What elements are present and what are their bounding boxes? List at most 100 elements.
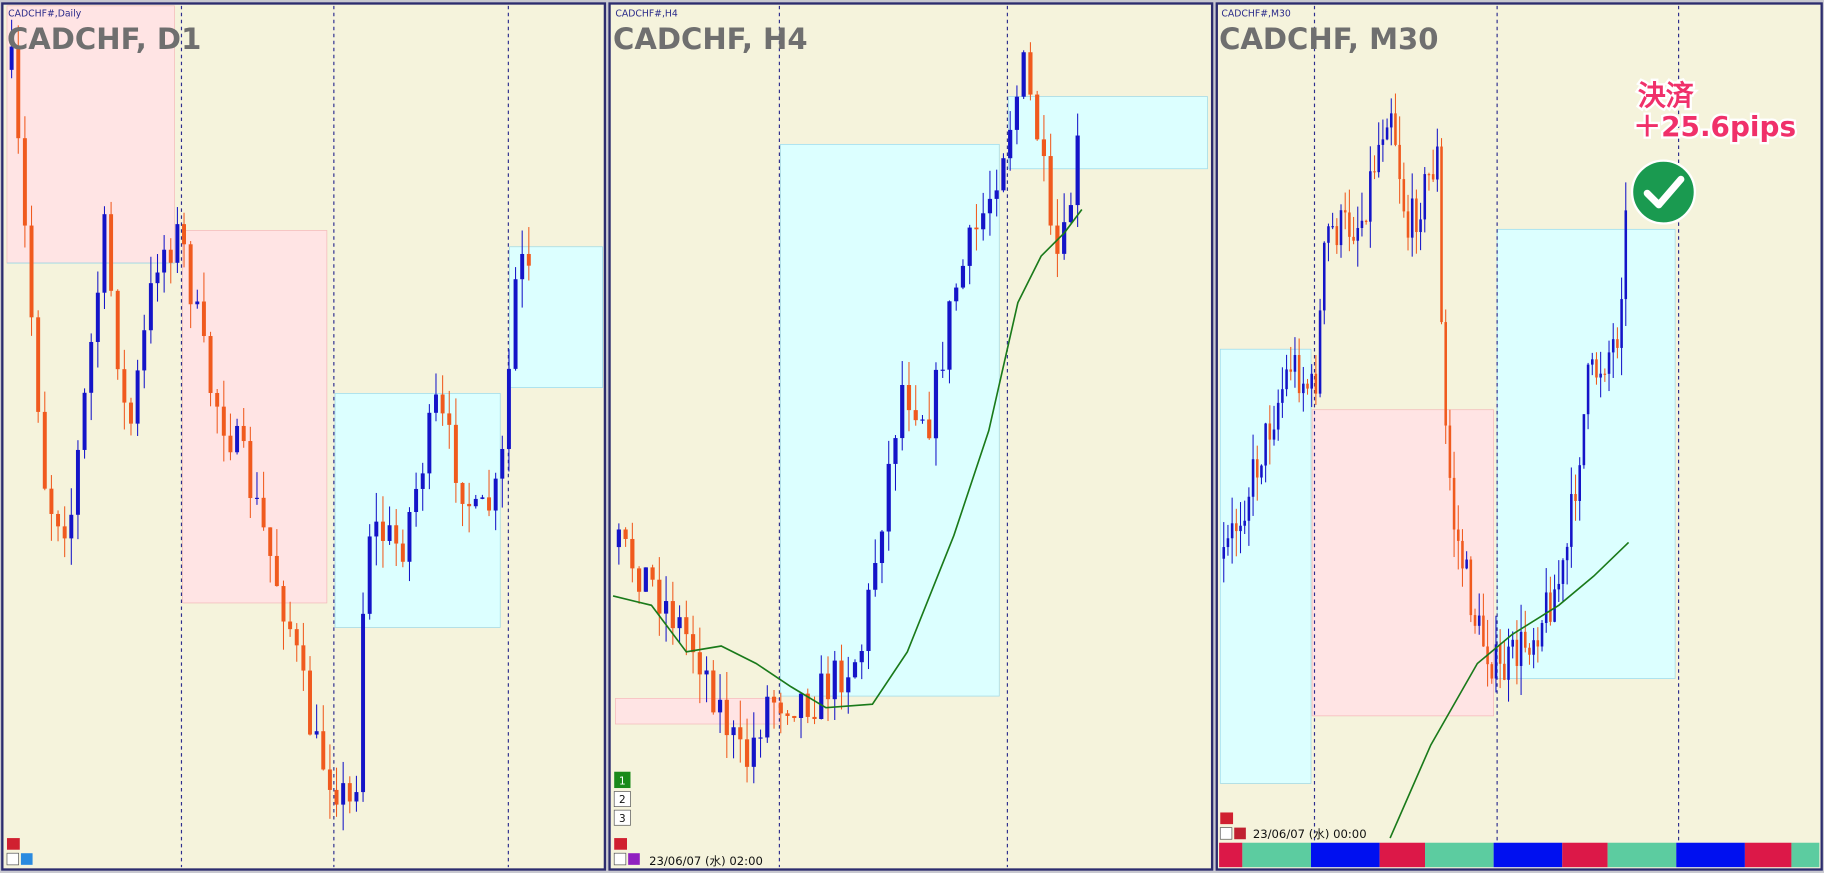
candle: [751, 737, 756, 767]
candle: [1226, 538, 1230, 548]
candle: [1068, 205, 1073, 223]
button-1-bg[interactable]: [614, 771, 631, 789]
candle: [819, 673, 824, 719]
candle: [1062, 222, 1067, 254]
candle: [1607, 352, 1611, 374]
candle: [1281, 389, 1284, 403]
symbol-label: CADCHF#,H4: [615, 8, 678, 19]
candle: [1523, 631, 1527, 648]
candle: [228, 435, 233, 453]
candle: [327, 769, 332, 790]
candle: [927, 419, 932, 439]
candle: [473, 498, 478, 507]
candle: [62, 526, 67, 539]
candle: [630, 538, 635, 569]
candle: [643, 567, 648, 592]
candle: [940, 369, 945, 371]
candle: [1398, 144, 1401, 180]
moving-average: [1389, 541, 1630, 839]
candle: [102, 214, 107, 293]
candle: [637, 568, 642, 592]
candle: [974, 227, 979, 230]
candle: [1255, 459, 1259, 478]
candle: [29, 225, 34, 318]
candle: [274, 555, 279, 587]
candle: [1582, 414, 1586, 466]
candle: [1348, 212, 1351, 237]
candle: [129, 402, 133, 424]
candle: [1611, 339, 1615, 353]
candle: [1406, 211, 1410, 238]
candle: [967, 227, 972, 266]
symbol-label: CADCHF#,Daily: [8, 8, 82, 19]
candle: [1364, 220, 1368, 222]
candle: [394, 525, 399, 544]
candle: [168, 249, 173, 263]
candle: [1285, 369, 1288, 390]
candle: [155, 272, 160, 284]
candle: [1297, 355, 1301, 394]
candle: [42, 411, 47, 489]
candle: [1586, 364, 1590, 415]
candle: [1402, 179, 1406, 212]
candle: [308, 670, 312, 735]
candle: [1335, 226, 1339, 246]
candle: [1306, 383, 1309, 389]
candle: [1014, 96, 1020, 130]
candle: [1247, 496, 1251, 521]
candle: [162, 249, 167, 273]
candle: [792, 715, 797, 718]
candle: [1570, 494, 1573, 547]
candle: [1021, 52, 1026, 97]
candle: [115, 290, 120, 370]
candle: [1436, 146, 1439, 180]
candle: [1369, 171, 1372, 222]
button-label[interactable]: 2: [619, 794, 626, 806]
candle: [434, 394, 438, 413]
button-2-bg[interactable]: [613, 791, 631, 808]
candle: [852, 662, 858, 678]
candle: [1574, 494, 1577, 501]
candle: [846, 677, 851, 693]
candle: [1482, 615, 1485, 647]
candle: [1343, 210, 1347, 213]
candle: [1532, 640, 1535, 655]
candle: [1528, 647, 1531, 655]
candle: [321, 731, 326, 770]
candle: [1048, 156, 1053, 226]
candle: [1599, 373, 1602, 378]
candle: [175, 224, 180, 263]
candle: [1448, 425, 1452, 478]
candle: [839, 660, 844, 693]
candle: [623, 529, 628, 539]
candle: [188, 244, 193, 305]
candle: [1222, 547, 1226, 559]
candle: [704, 670, 709, 675]
candle: [215, 392, 220, 407]
candle: [407, 512, 412, 562]
candle: [1557, 583, 1561, 590]
candle: [1243, 520, 1246, 526]
button-3-bg[interactable]: [613, 809, 631, 826]
candle: [873, 563, 878, 590]
candle: [832, 660, 837, 700]
candle: [1544, 592, 1548, 624]
button-label[interactable]: 3: [619, 813, 626, 825]
candle: [1230, 523, 1234, 539]
candle: [785, 713, 790, 716]
candle: [920, 419, 925, 421]
button-label[interactable]: 1: [619, 776, 626, 788]
candle: [414, 488, 419, 513]
symbol-label: CADCHF#,M30: [1221, 8, 1290, 19]
candle: [89, 341, 94, 393]
candle: [1540, 623, 1544, 647]
candle: [1444, 322, 1447, 426]
candle: [1616, 339, 1619, 348]
candle: [1289, 369, 1293, 372]
candle: [866, 589, 871, 651]
candle: [182, 224, 187, 245]
candle: [1494, 644, 1498, 679]
candle: [1565, 546, 1569, 561]
candle: [268, 527, 273, 556]
